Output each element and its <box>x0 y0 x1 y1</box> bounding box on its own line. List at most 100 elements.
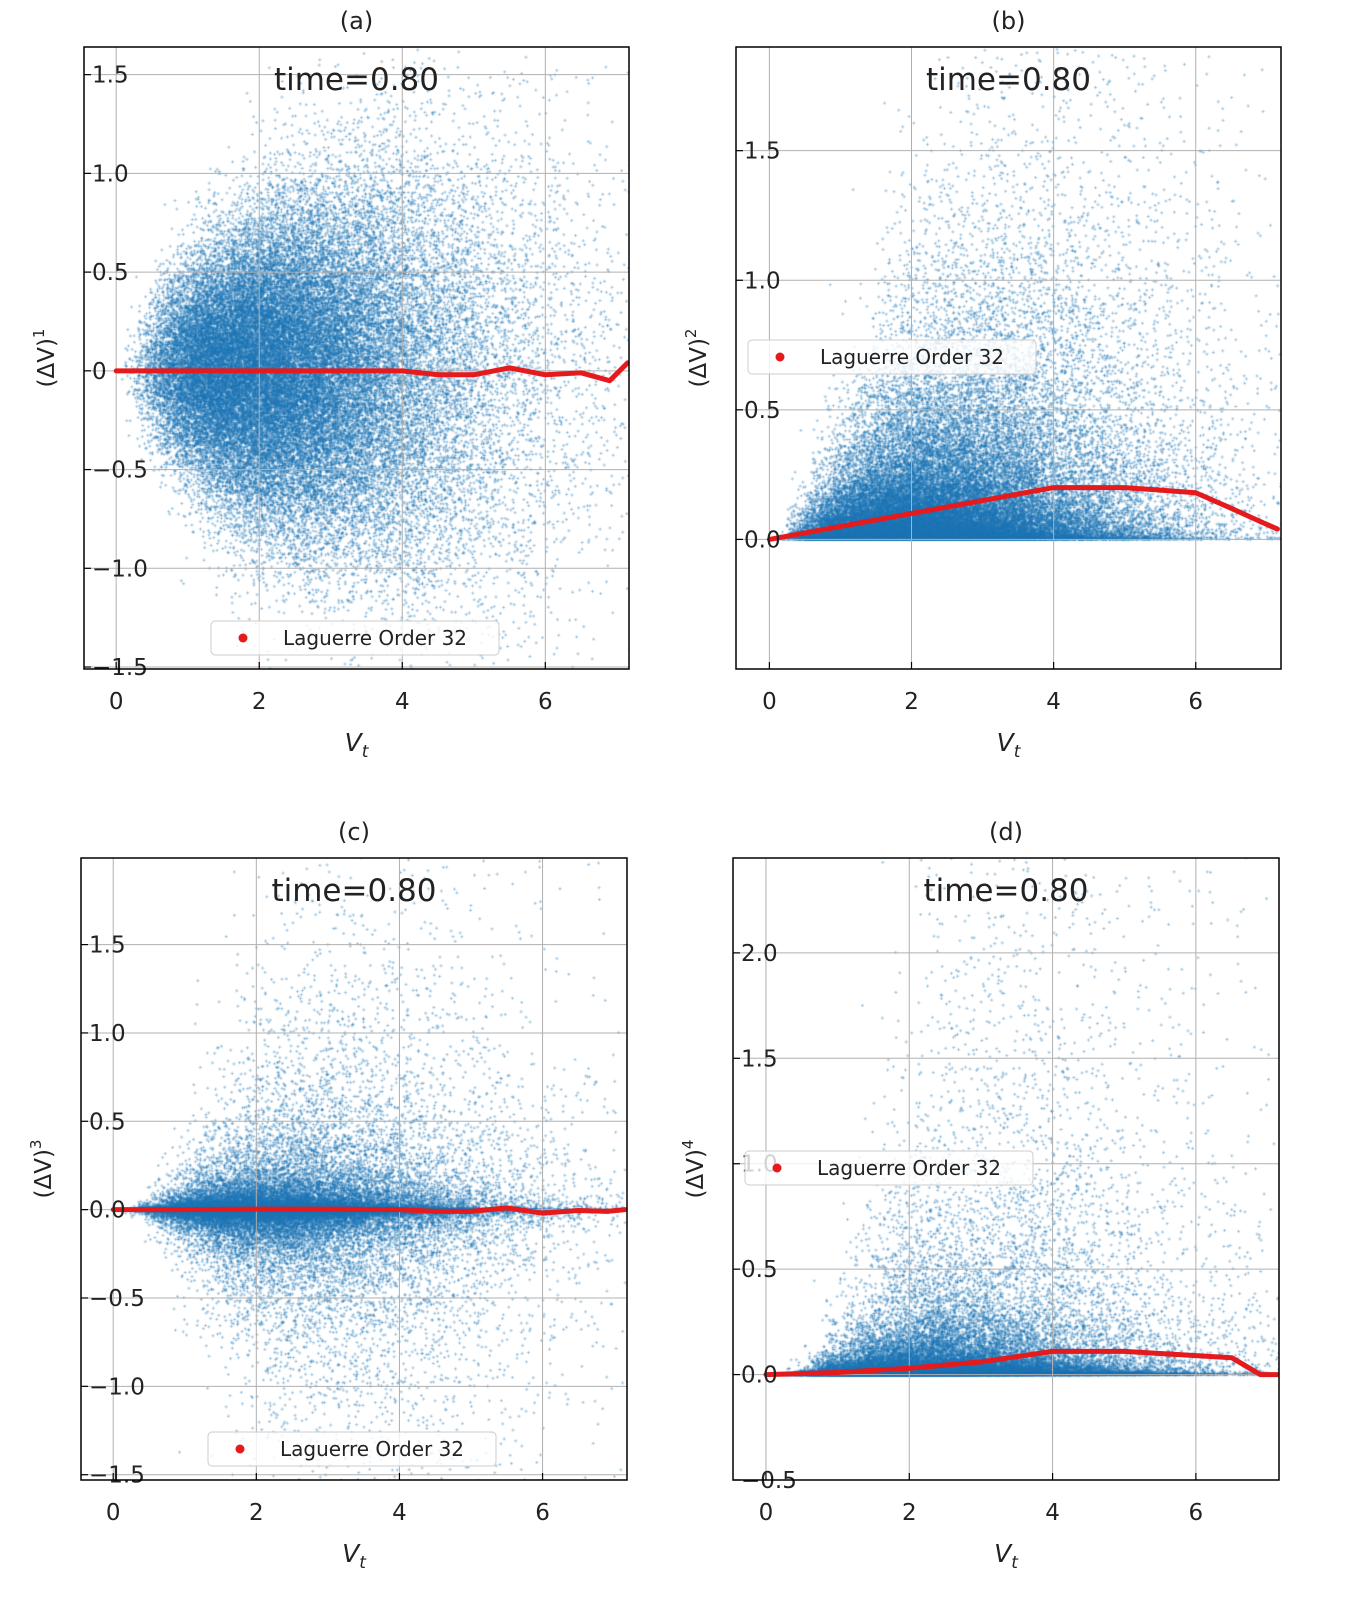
legend: Laguerre Order 32 <box>747 339 1037 375</box>
y-tick-label: 0.5 <box>744 398 781 424</box>
subplot-title: (b) <box>992 7 1026 35</box>
x-tick-label: 4 <box>392 1500 407 1526</box>
subplot-title: (c) <box>338 818 370 846</box>
x-axis-label: Vt <box>342 1539 367 1573</box>
x-tick-label: 2 <box>249 1500 264 1526</box>
y-tick-label: 1.5 <box>744 139 781 165</box>
y-tick-label: 0 <box>92 359 107 385</box>
x-label-sub: t <box>359 1553 367 1573</box>
subplot-a: 0 2 4 6 1.5 1.0 0.5 0 −0.5 −1.0 −1.5 (a) time=0.80 Vt… <box>30 7 630 762</box>
x-tick-label: 0 <box>759 1500 774 1526</box>
x-tick-label: 6 <box>535 1500 550 1526</box>
y-tick-label: 0.5 <box>92 260 129 286</box>
y-axis-label: (ΔV)3 <box>27 1140 57 1199</box>
subplot-c: 0 2 4 6 1.5 1.0 0.5 0.0 −0.5 −1.0 −1.5 (c) time=0.80… <box>27 818 628 1573</box>
series-line-laguerre <box>766 485 1280 542</box>
x-tick-label: 2 <box>904 689 919 715</box>
series-line-laguerre <box>110 1205 627 1216</box>
legend-marker <box>235 1444 245 1454</box>
y-tick-label: 0.0 <box>741 1363 778 1389</box>
legend-marker <box>238 633 248 643</box>
x-tick-label: 0 <box>109 689 124 715</box>
time-annotation: time=0.80 <box>271 873 436 909</box>
y-tick-label: −1.0 <box>92 556 148 582</box>
legend-label: Laguerre Order 32 <box>283 626 467 650</box>
x-tick-label: 2 <box>252 689 267 715</box>
y-tick-label: 1.0 <box>744 268 781 294</box>
axes-frame <box>735 46 1282 670</box>
subplot-title: (a) <box>340 7 373 35</box>
y-tick-label: −1.5 <box>89 1463 145 1489</box>
y-axis-label: (ΔV)4 <box>679 1140 709 1199</box>
time-annotation: time=0.80 <box>923 873 1088 909</box>
series-line-laguerre <box>763 1348 1279 1378</box>
legend: Laguerre Order 32 <box>207 1431 497 1467</box>
x-axis-label: Vt <box>994 1539 1019 1573</box>
time-annotation: time=0.80 <box>274 62 439 98</box>
y-tick-label: −1.0 <box>89 1374 145 1400</box>
y-tick-label: 2.0 <box>741 941 778 967</box>
y-tick-label: 1.0 <box>92 161 129 187</box>
y-tick-label: −0.5 <box>741 1468 797 1494</box>
y-tick-label: 1.5 <box>741 1046 778 1072</box>
y-tick-label: 1.0 <box>89 1021 126 1047</box>
y-label-sup: 2 <box>682 329 700 339</box>
y-tick-label: 1.5 <box>92 63 129 89</box>
y-tick-label: 0.0 <box>89 1198 126 1224</box>
legend-label: Laguerre Order 32 <box>817 1156 1001 1180</box>
x-axis-label: Vt <box>997 728 1022 762</box>
legend-marker <box>772 1163 782 1173</box>
x-tick-label: 4 <box>395 689 410 715</box>
time-annotation: time=0.80 <box>926 62 1091 98</box>
axes-frame <box>80 857 628 1481</box>
x-label-base: V <box>997 728 1016 757</box>
legend-label: Laguerre Order 32 <box>820 345 1004 369</box>
y-tick-label: 0.5 <box>741 1257 778 1283</box>
y-label-base: (ΔV) <box>31 1149 57 1198</box>
x-label-sub: t <box>1011 1553 1019 1573</box>
series-line-laguerre <box>113 360 629 384</box>
x-label-base: V <box>342 1539 361 1568</box>
subplot-b: 0 2 4 61.51.00.50.0(b)time=0.80Vt(ΔV)2Lague… <box>682 7 1282 762</box>
legend-box <box>747 339 1037 375</box>
legend-label: Laguerre Order 32 <box>280 1437 464 1461</box>
axes-frame <box>83 46 630 670</box>
y-tick-label: 1.5 <box>89 933 126 959</box>
x-tick-label: 6 <box>1189 1500 1204 1526</box>
y-label-base: (ΔV) <box>686 338 712 387</box>
legend-marker <box>775 352 785 362</box>
subplot-d: 02462.01.51.00.50.0−0.5(d)time=0.80Vt(ΔV… <box>679 818 1280 1573</box>
x-label-sub: t <box>362 742 370 762</box>
x-label-base: V <box>994 1539 1013 1568</box>
y-tick-label: −1.5 <box>92 655 148 681</box>
x-tick-label: 0 <box>106 1500 121 1526</box>
y-label-sup: 4 <box>679 1140 697 1150</box>
x-tick-label: 4 <box>1045 1500 1060 1526</box>
x-tick-label: 2 <box>902 1500 917 1526</box>
y-tick-label: −0.5 <box>89 1286 145 1312</box>
y-tick-label: −0.5 <box>92 458 148 484</box>
legend: Laguerre Order 32 <box>744 1150 1034 1186</box>
y-label-base: (ΔV) <box>34 338 60 387</box>
y-tick-label: 0.0 <box>744 527 781 553</box>
y-label-sup: 3 <box>27 1140 45 1150</box>
x-axis-label: Vt <box>345 728 370 762</box>
legend-box <box>210 620 500 656</box>
y-label-base: (ΔV) <box>683 1149 709 1198</box>
x-label-base: V <box>345 728 364 757</box>
axes-frame <box>732 857 1280 1481</box>
y-tick-label: 0.5 <box>89 1109 126 1135</box>
legend: Laguerre Order 32 <box>210 620 500 656</box>
x-tick-label: 0 <box>762 689 777 715</box>
y-axis-label: (ΔV)2 <box>682 329 712 388</box>
x-tick-label: 6 <box>538 689 553 715</box>
x-tick-label: 6 <box>1188 689 1203 715</box>
x-label-sub: t <box>1014 742 1022 762</box>
subplot-title: (d) <box>989 818 1023 846</box>
legend-box <box>744 1150 1034 1186</box>
y-label-sup: 1 <box>30 329 48 339</box>
x-tick-label: 4 <box>1046 689 1061 715</box>
